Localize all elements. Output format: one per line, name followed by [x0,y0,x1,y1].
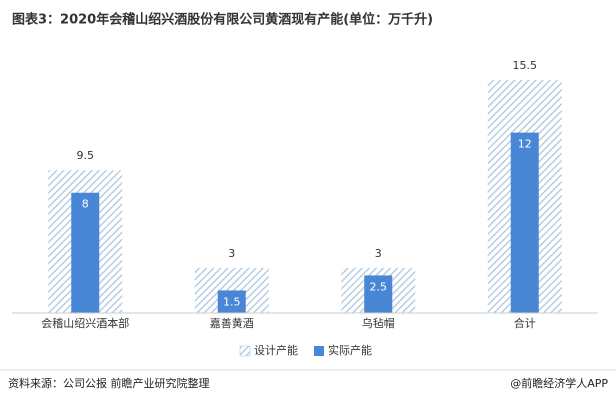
value-label: 8 [82,198,89,211]
value-label: 3 [375,247,382,260]
value-label: 12 [518,138,532,151]
value-label: 9.5 [77,149,95,162]
value-label: 3 [228,247,235,260]
legend-label: 实际产能 [328,343,372,357]
value-label: 2.5 [370,280,388,293]
value-label: 1.5 [223,295,241,308]
legend-label: 设计产能 [254,343,298,357]
bar-actual [510,132,539,313]
legend-swatch [239,345,251,357]
bar-actual [71,192,100,313]
bar-actual [364,275,393,313]
x-tick-label: 嘉善黄酒 [210,316,254,330]
source: 资料来源：公司公报 前瞻产业研究院整理 [8,376,210,390]
credit: @前瞻经济学人APP [510,376,608,390]
x-tick-label: 合计 [514,316,536,330]
legend-swatch [314,346,324,356]
x-tick-label: 会稽山绍兴酒本部 [41,316,129,330]
value-label: 15.5 [513,59,538,72]
x-tick-label: 乌毡帽 [362,316,395,330]
bar-actual [217,290,246,313]
chart-title: 图表3：2020年会稽山绍兴酒股份有限公司黄酒现有产能(单位：万千升) [12,12,433,28]
